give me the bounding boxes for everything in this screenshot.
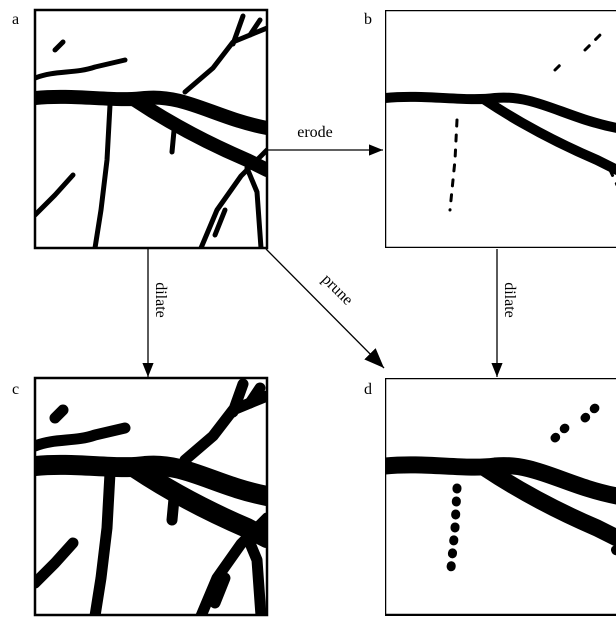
arrow-label: erode <box>297 124 333 141</box>
arrow <box>266 249 384 368</box>
panel-label: d <box>364 381 372 398</box>
arrow-label: prune <box>318 271 356 309</box>
panel-label: b <box>364 11 372 28</box>
diagram: a b c d erode dilate prune dilate <box>0 0 616 618</box>
panel-c <box>35 378 267 616</box>
panel-label: a <box>12 11 19 28</box>
arrow-label: dilate <box>501 282 518 318</box>
arrow-label: dilate <box>152 282 169 318</box>
panel-label: c <box>12 381 19 398</box>
panel-a <box>35 10 267 248</box>
panel-b <box>385 10 616 248</box>
panel-d <box>385 378 616 615</box>
